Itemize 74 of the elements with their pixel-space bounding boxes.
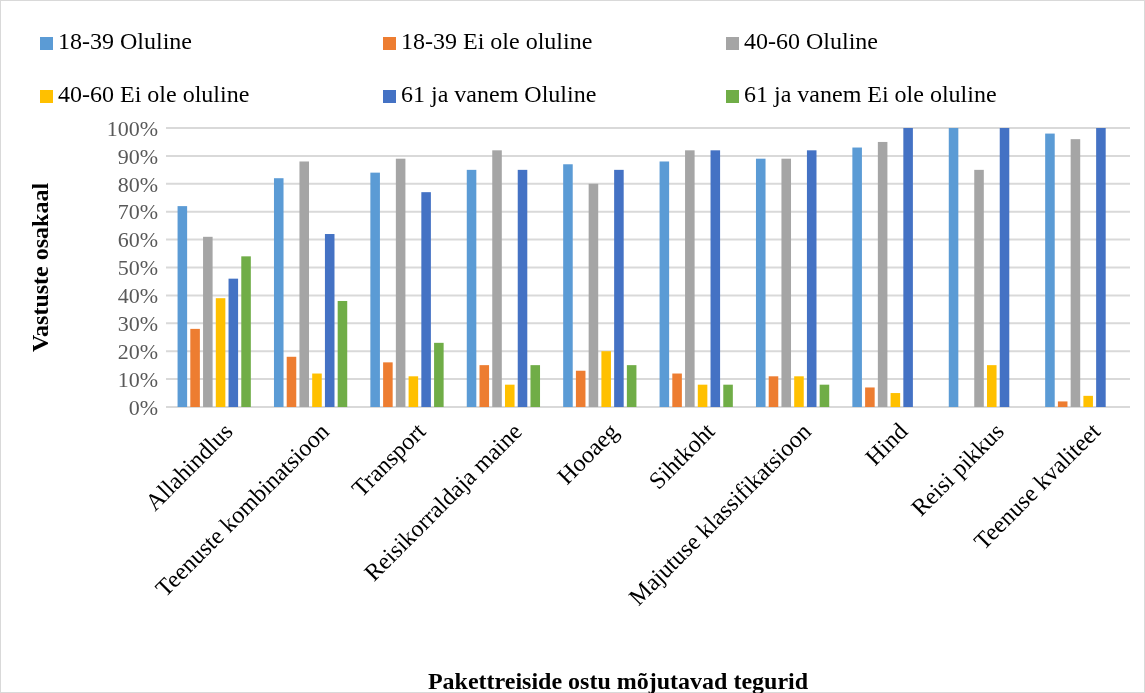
y-tick-label: 90% xyxy=(117,143,158,169)
bar xyxy=(999,128,1010,407)
bar xyxy=(421,192,431,407)
y-tick-label: 80% xyxy=(117,171,158,197)
bar xyxy=(1057,401,1068,407)
bar xyxy=(395,158,406,407)
bar xyxy=(383,362,393,407)
bar xyxy=(575,370,586,407)
bar xyxy=(685,150,695,407)
bar xyxy=(890,393,901,407)
bar xyxy=(299,161,310,407)
bar xyxy=(203,236,213,407)
bar xyxy=(903,128,913,407)
bar xyxy=(865,387,875,407)
y-tick-label: 70% xyxy=(117,199,158,225)
y-axis-title: Vastuste osakaal xyxy=(27,182,53,353)
bar xyxy=(1083,395,1093,407)
bar xyxy=(492,150,502,407)
legend-label: 40-60 Oluline xyxy=(744,28,878,54)
y-tick-label: 50% xyxy=(117,255,158,281)
bar xyxy=(614,169,624,407)
bar xyxy=(877,141,888,407)
bar xyxy=(781,158,792,407)
bar xyxy=(434,342,444,407)
bar xyxy=(241,256,251,407)
legend-label: 40-60 Ei ole oluline xyxy=(58,81,250,107)
bar xyxy=(806,150,817,407)
bar xyxy=(408,376,419,407)
bar xyxy=(974,169,984,407)
bar xyxy=(530,365,541,407)
legend-label: 18-39 Ei ole oluline xyxy=(401,28,593,54)
legend-label: 61 ja vanem Oluline xyxy=(401,81,597,107)
bar xyxy=(563,164,573,407)
bar xyxy=(768,376,779,407)
bar xyxy=(286,356,297,407)
bar xyxy=(177,206,188,407)
bar xyxy=(466,169,477,407)
bar xyxy=(190,328,200,407)
legend-label: 61 ja vanem Ei ole oluline xyxy=(744,81,997,107)
bar xyxy=(370,172,380,407)
bar xyxy=(324,234,335,407)
bar xyxy=(312,373,322,407)
bar xyxy=(710,150,721,407)
bar xyxy=(852,147,862,407)
bar xyxy=(517,169,528,407)
bar xyxy=(1045,133,1055,407)
y-tick-label: 60% xyxy=(117,227,158,253)
legend-label: 18-39 Oluline xyxy=(58,28,192,54)
bar xyxy=(819,384,830,407)
bar xyxy=(479,365,490,407)
bar xyxy=(601,351,611,407)
bar xyxy=(794,376,804,407)
y-tick-label: 10% xyxy=(117,366,158,392)
y-tick-label: 0% xyxy=(128,394,158,420)
bar xyxy=(755,158,766,407)
bar xyxy=(273,178,284,407)
bar xyxy=(697,384,708,407)
y-tick-label: 20% xyxy=(117,338,158,364)
y-tick-label: 40% xyxy=(117,283,158,309)
bar xyxy=(626,365,637,407)
y-tick-label: 30% xyxy=(117,311,158,336)
bar xyxy=(1070,139,1081,407)
bar xyxy=(1096,128,1106,407)
bar xyxy=(215,298,226,407)
bar xyxy=(228,278,239,407)
bar xyxy=(337,300,348,407)
bar xyxy=(723,384,733,407)
y-tick-label: 100% xyxy=(106,115,158,141)
bar xyxy=(986,365,997,407)
bar xyxy=(948,128,959,407)
bar xyxy=(659,161,670,407)
bar xyxy=(588,183,599,407)
bar xyxy=(504,384,515,407)
bar xyxy=(672,373,682,407)
